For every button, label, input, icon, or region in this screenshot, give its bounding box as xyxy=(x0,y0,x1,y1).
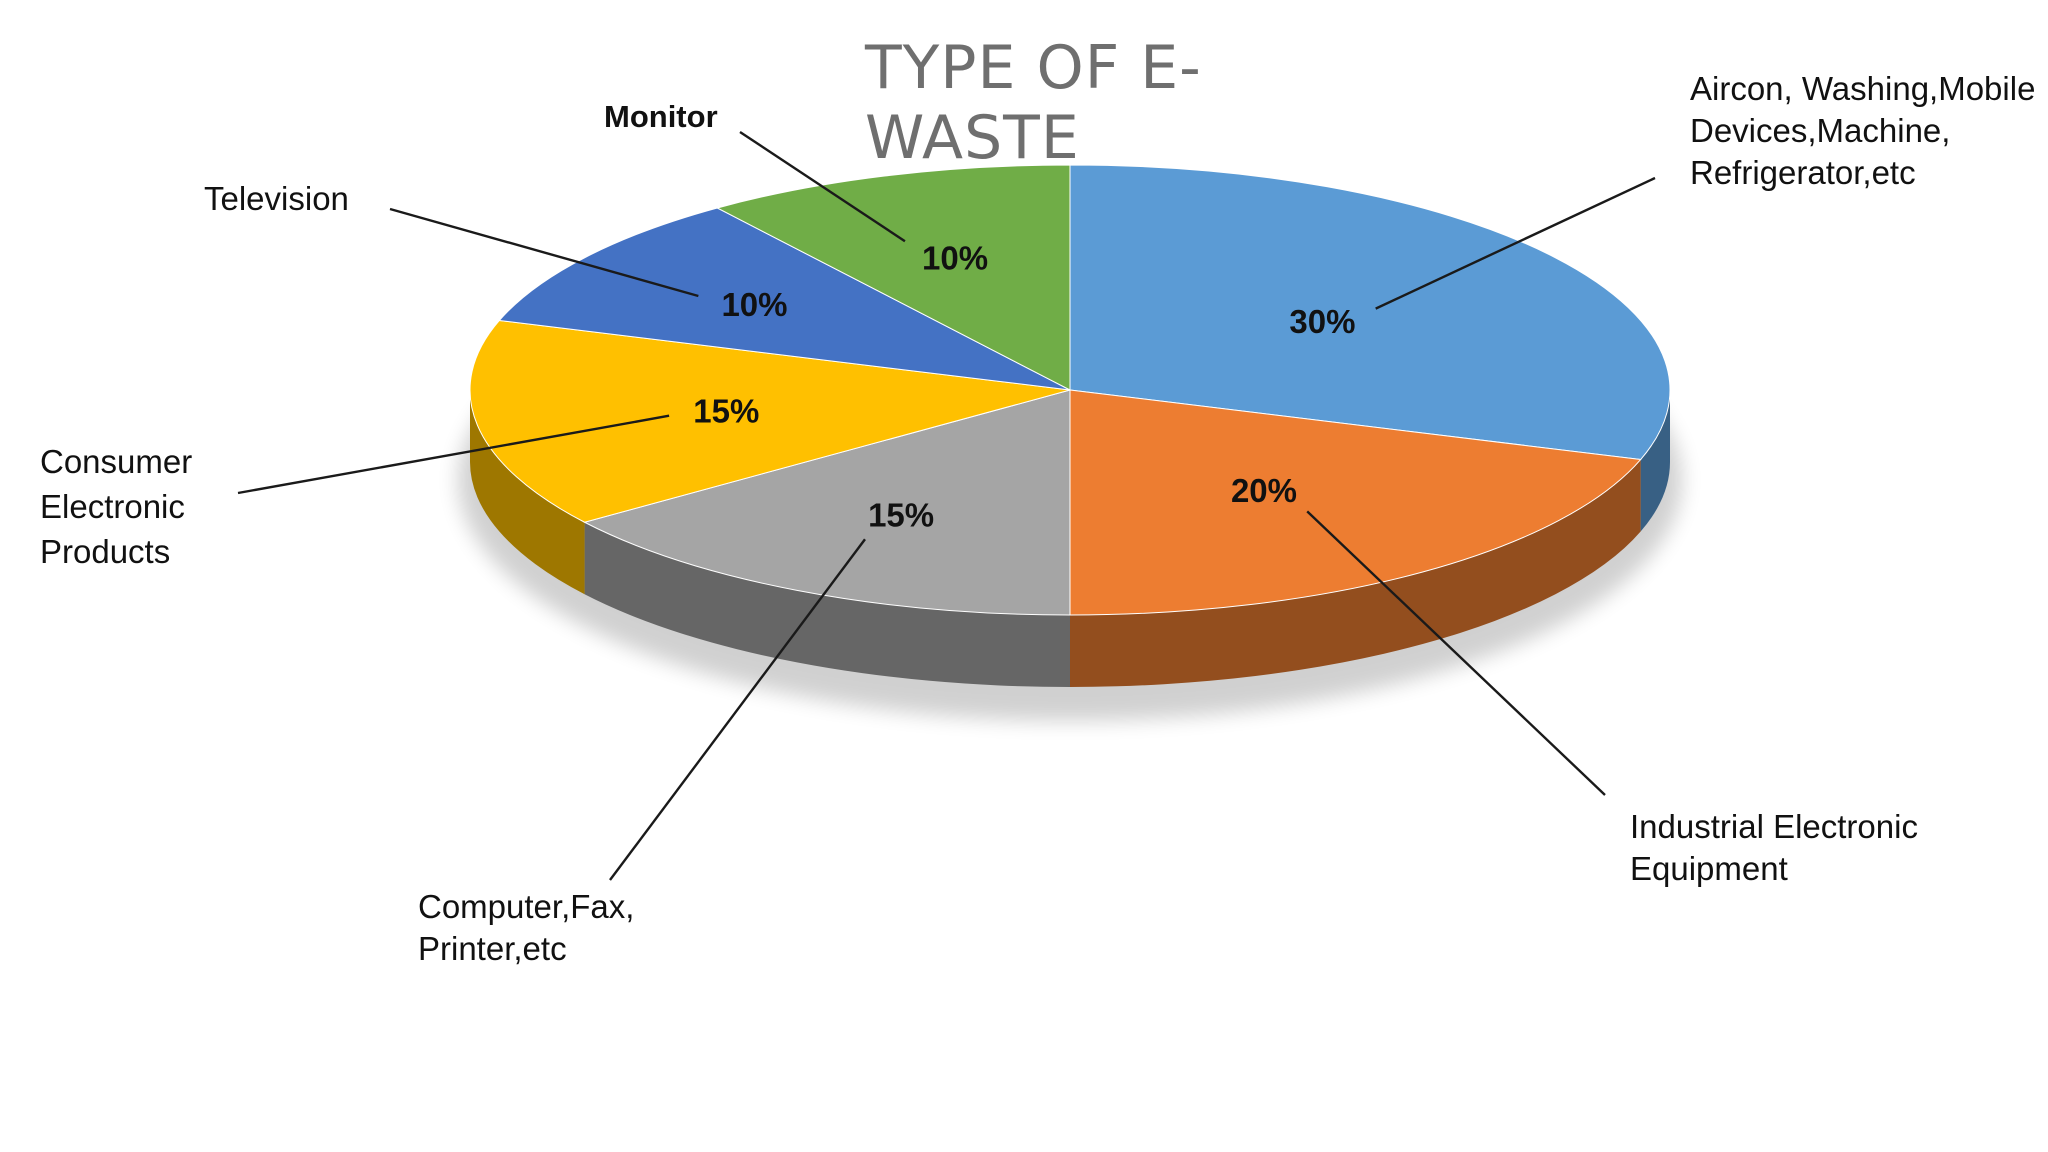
pie-slice-1 xyxy=(1069,389,1642,616)
leader-lines xyxy=(237,130,1656,881)
category-label-line: Products xyxy=(40,533,170,570)
category-label: Aircon, Washing,Mobile Devices,Machine, Re… xyxy=(1690,70,2035,191)
category-label-line: Monitor xyxy=(604,99,718,134)
leader-line xyxy=(1375,176,1656,310)
category-label-line: Computer,Fax, xyxy=(418,888,634,925)
percent-label: 20% xyxy=(1231,472,1297,509)
category-label-line: Aircon, Washing,Mobile xyxy=(1690,70,2035,107)
leader-line xyxy=(1306,510,1606,796)
percent-label: 30% xyxy=(1289,303,1355,340)
chart-title-line: WASTE xyxy=(865,103,1080,173)
pie-slice-4 xyxy=(498,207,1071,391)
percent-label: 15% xyxy=(693,392,759,429)
leader-line xyxy=(389,207,699,298)
category-label: Monitor xyxy=(604,99,718,134)
category-label: Computer,Fax, Printer,etc xyxy=(418,888,634,967)
percent-label: 10% xyxy=(721,286,787,323)
pie-side-1 xyxy=(1070,459,1641,687)
category-label-line: Consumer xyxy=(40,443,192,480)
category-label: Industrial Electronic Equipment xyxy=(1630,808,1918,887)
pie-side-3 xyxy=(470,390,585,595)
chart-title-line: TYPE OF E- xyxy=(864,33,1202,103)
pie-top xyxy=(469,164,1671,616)
pie-slice-3 xyxy=(469,319,1071,523)
pie-slice-0 xyxy=(1069,164,1671,461)
pie-slice-2 xyxy=(583,389,1071,616)
category-label-line: Electronic xyxy=(40,488,185,525)
category-label-line: Devices,Machine, xyxy=(1690,112,1950,149)
leader-line xyxy=(609,538,866,881)
category-label-line: Printer,etc xyxy=(418,930,567,967)
category-label: Consumer Electronic Products xyxy=(40,443,192,570)
percent-label: 15% xyxy=(868,496,934,533)
category-label-line: Television xyxy=(204,180,349,217)
leader-line xyxy=(739,130,906,243)
percent-labels: 30% 20% 15% 15% 10% 10% xyxy=(693,239,1355,533)
pie-side-2 xyxy=(584,522,1070,687)
pie-slice-5 xyxy=(715,164,1071,391)
category-labels: Aircon, Washing,Mobile Devices,Machine, Re… xyxy=(40,70,2035,967)
leader-line xyxy=(237,414,670,495)
category-label-line: Industrial Electronic xyxy=(1630,808,1918,845)
percent-label: 10% xyxy=(922,239,988,276)
category-label: Television xyxy=(204,180,349,217)
category-label-line: Equipment xyxy=(1630,850,1788,887)
category-label-line: Refrigerator,etc xyxy=(1690,154,1916,191)
chart-title: TYPE OF E- WASTE xyxy=(864,33,1222,173)
